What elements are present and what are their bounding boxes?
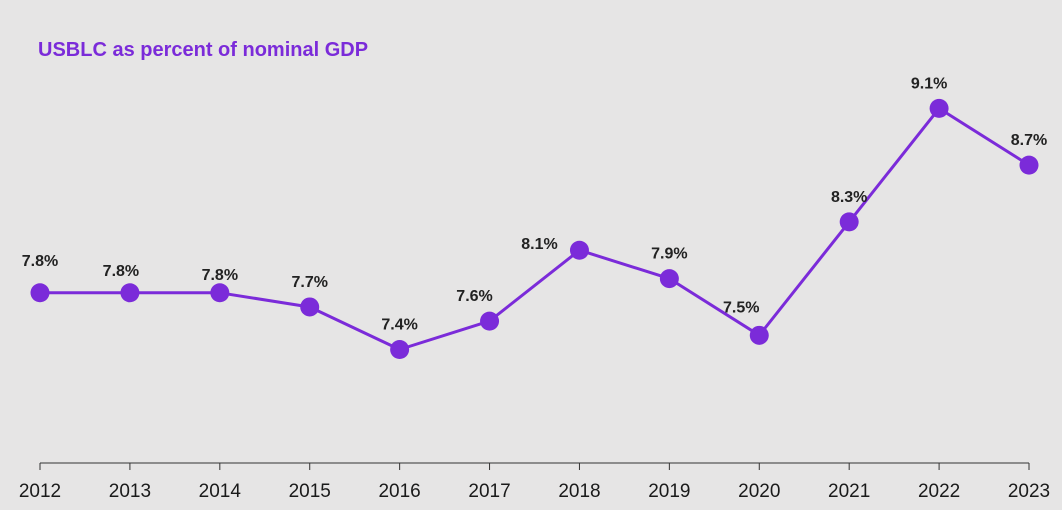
data-label: 8.1% (521, 236, 557, 253)
data-label: 8.3% (831, 189, 867, 206)
x-tick-label: 2013 (109, 481, 151, 502)
x-tick-label: 2018 (558, 481, 600, 502)
data-label: 7.8% (202, 267, 238, 284)
data-label: 7.8% (22, 253, 58, 270)
x-axis-tick-labels: 2012 2013 2014 2015 2016 2017 2018 2019 2020 2021… (19, 481, 1050, 502)
data-point (480, 311, 500, 331)
data-label: 7.5% (723, 299, 759, 316)
data-label: 7.7% (291, 274, 327, 291)
data-point (300, 297, 320, 317)
x-tick-label: 2017 (468, 481, 510, 502)
data-point (30, 283, 50, 303)
data-label: 8.7% (1011, 132, 1047, 149)
data-point (210, 283, 230, 303)
x-tick-label: 2019 (648, 481, 690, 502)
x-tick-label: 2022 (918, 481, 960, 502)
x-tick-label: 2023 (1008, 481, 1050, 502)
data-point (659, 269, 679, 289)
data-label: 7.4% (381, 317, 417, 334)
series-line (40, 106, 1030, 351)
x-tick-label: 2012 (19, 481, 61, 502)
data-point (839, 212, 859, 232)
data-point (1019, 155, 1039, 175)
x-tick-label: 2020 (738, 481, 780, 502)
x-tick-label: 2014 (199, 481, 242, 502)
data-labels: 7.8% 7.8% 7.8% 7.7% 7.4% 7.6% 8.1% 7.9% 7.5% 8.3%… (22, 75, 1047, 333)
data-point (929, 98, 949, 118)
data-label: 7.9% (651, 246, 687, 263)
x-axis-ticks (39, 463, 1030, 470)
data-point (390, 340, 410, 360)
x-tick-label: 2016 (378, 481, 420, 502)
data-label: 7.6% (456, 288, 492, 305)
data-point (749, 325, 769, 345)
data-label: 7.8% (103, 263, 139, 280)
chart-title: USBLC as percent of nominal GDP (38, 39, 368, 61)
x-tick-label: 2021 (828, 481, 870, 502)
data-label: 9.1% (911, 75, 947, 92)
x-tick-label: 2015 (289, 481, 331, 502)
data-points (30, 98, 1039, 360)
data-point (569, 240, 589, 260)
data-point (120, 283, 140, 303)
